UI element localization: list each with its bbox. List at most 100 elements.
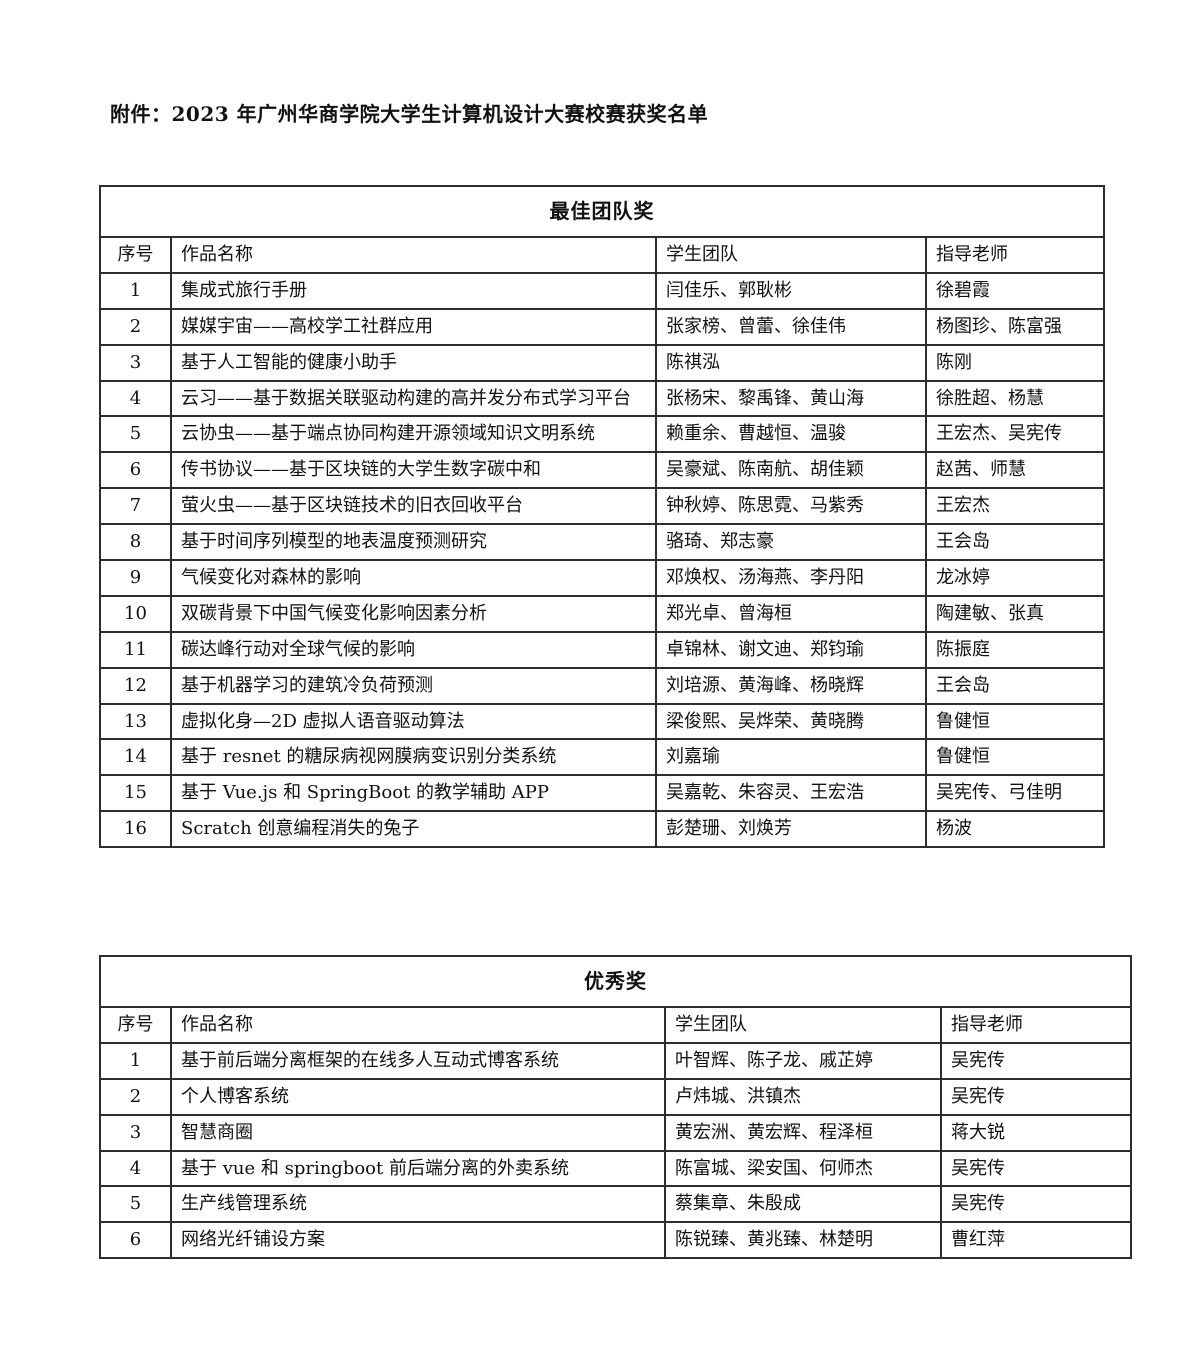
best-team-award-table: 最佳团队奖 序号 作品名称 学生团队 指导老师 1 集成式旅行手册 闫佳乐、郭耿彬 徐碧霞 2 媒媒… (99, 185, 1105, 849)
cell-work-title: 基于 resnet 的糖尿病视网膜病变识别分类系统 (170, 738, 657, 777)
cell-index: 4 (99, 1149, 172, 1188)
cell-index: 11 (99, 630, 172, 669)
cell-student-team: 闫佳乐、郭耿彬 (655, 271, 927, 310)
cell-work-title: 云习——基于数据关联驱动构建的高并发分布式学习平台 (170, 379, 657, 418)
cell-student-team: 黄宏洲、黄宏辉、程泽桓 (664, 1113, 942, 1152)
cell-index: 10 (99, 594, 172, 633)
cell-advisor: 吴宪传 (940, 1149, 1132, 1188)
table-row: 9 气候变化对森林的影响 邓焕权、汤海燕、李丹阳 龙冰婷 (99, 559, 1105, 597)
cell-advisor: 陶建敏、张真 (925, 594, 1105, 633)
cell-work-title: 基于机器学习的建筑冷负荷预测 (170, 666, 657, 705)
cell-index: 4 (99, 379, 172, 418)
table-row: 3 智慧商圈 黄宏洲、黄宏辉、程泽桓 蒋大锐 (99, 1113, 1132, 1152)
cell-index: 1 (99, 1041, 172, 1080)
document-title: 附件：2023 年广州华商学院大学生计算机设计大赛校赛获奖名单 (110, 102, 709, 126)
table-row: 1 集成式旅行手册 闫佳乐、郭耿彬 徐碧霞 (99, 271, 1105, 310)
cell-student-team: 陈锐臻、黄兆臻、林楚明 (664, 1221, 942, 1260)
column-header: 序号 (99, 1006, 172, 1044)
cell-work-title: 基于前后端分离框架的在线多人互动式博客系统 (170, 1041, 666, 1080)
cell-work-title: 基于人工智能的健康小助手 (170, 343, 657, 382)
column-header: 学生团队 (655, 236, 927, 274)
table-row: 5 云协虫——基于端点协同构建开源领域知识文明系统 赖重余、曹越恒、温骏 王宏杰、吴宪… (99, 415, 1105, 454)
cell-index: 6 (99, 451, 172, 490)
column-header: 作品名称 (170, 236, 657, 274)
cell-student-team: 蔡集章、朱殷成 (664, 1185, 942, 1224)
table-row: 5 生产线管理系统 蔡集章、朱殷成 吴宪传 (99, 1185, 1132, 1224)
cell-advisor: 吴宪传 (940, 1041, 1132, 1080)
cell-index: 13 (99, 702, 172, 741)
cell-work-title: 基于 vue 和 springboot 前后端分离的外卖系统 (170, 1149, 666, 1188)
cell-index: 7 (99, 487, 172, 526)
cell-advisor: 吴宪传 (940, 1185, 1132, 1224)
table-title-row: 最佳团队奖 (99, 185, 1105, 238)
cell-student-team: 张家榜、曾蕾、徐佳伟 (655, 307, 927, 346)
table-row: 6 网络光纤铺设方案 陈锐臻、黄兆臻、林楚明 曹红萍 (99, 1221, 1132, 1260)
cell-advisor: 曹红萍 (940, 1221, 1132, 1260)
cell-work-title: 媒媒宇宙——高校学工社群应用 (170, 307, 657, 346)
cell-advisor: 徐碧霞 (925, 271, 1105, 310)
table-row: 10 双碳背景下中国气候变化影响因素分析 郑光卓、曾海桓 陶建敏、张真 (99, 594, 1105, 633)
cell-work-title: 集成式旅行手册 (170, 271, 657, 310)
cell-work-title: 双碳背景下中国气候变化影响因素分析 (170, 594, 657, 633)
cell-advisor: 杨图珍、陈富强 (925, 307, 1105, 346)
cell-index: 6 (99, 1221, 172, 1260)
cell-work-title: 气候变化对森林的影响 (170, 559, 657, 597)
cell-work-title: 智慧商圈 (170, 1113, 666, 1152)
table-row: 2 个人博客系统 卢炜城、洪镇杰 吴宪传 (99, 1077, 1132, 1116)
cell-student-team: 骆琦、郑志豪 (655, 523, 927, 562)
column-header: 序号 (99, 236, 172, 274)
cell-student-team: 张杨宋、黎禹锋、黄山海 (655, 379, 927, 418)
cell-index: 1 (99, 271, 172, 310)
cell-index: 8 (99, 523, 172, 562)
column-header: 作品名称 (170, 1006, 666, 1044)
cell-index: 5 (99, 415, 172, 454)
cell-index: 14 (99, 738, 172, 777)
cell-work-title: Scratch 创意编程消失的兔子 (170, 810, 657, 849)
cell-student-team: 陈富城、梁安国、何师杰 (664, 1149, 942, 1188)
cell-advisor: 王会岛 (925, 523, 1105, 562)
cell-advisor: 赵茜、师慧 (925, 451, 1105, 490)
table-row: 11 碳达峰行动对全球气候的影响 卓锦林、谢文迪、郑钧瑜 陈振庭 (99, 630, 1105, 669)
table-row: 4 基于 vue 和 springboot 前后端分离的外卖系统 陈富城、梁安国、何… (99, 1149, 1132, 1188)
cell-advisor: 鲁健恒 (925, 702, 1105, 741)
cell-work-title: 生产线管理系统 (170, 1185, 666, 1224)
table-row: 15 基于 Vue.js 和 SpringBoot 的教学辅助 APP 吴嘉乾、朱容… (99, 774, 1105, 813)
cell-advisor: 吴宪传、弓佳明 (925, 774, 1105, 813)
cell-advisor: 杨波 (925, 810, 1105, 849)
table-row: 4 云习——基于数据关联驱动构建的高并发分布式学习平台 张杨宋、黎禹锋、黄山海 徐胜超… (99, 379, 1105, 418)
excellence-award-table: 优秀奖 序号 作品名称 学生团队 指导老师 1 基于前后端分离框架的在线多人互动式博客系统叶… (99, 955, 1132, 1260)
table-title-row: 优秀奖 (99, 955, 1132, 1008)
column-header: 指导老师 (940, 1006, 1132, 1044)
cell-student-team: 刘培源、黄海峰、杨晓辉 (655, 666, 927, 705)
cell-student-team: 钟秋婷、陈思霓、马紫秀 (655, 487, 927, 526)
table-row: 8 基于时间序列模型的地表温度预测研究 骆琦、郑志豪 王会岛 (99, 523, 1105, 562)
excellence-award-section: 优秀奖 序号 作品名称 学生团队 指导老师 1 基于前后端分离框架的在线多人互动式博客系统叶… (99, 955, 1132, 1260)
cell-student-team: 刘嘉瑜 (655, 738, 927, 777)
cell-work-title: 个人博客系统 (170, 1077, 666, 1116)
header-row: 序号 作品名称 学生团队 指导老师 (99, 1006, 1132, 1044)
cell-work-title: 基于 Vue.js 和 SpringBoot 的教学辅助 APP (170, 774, 657, 813)
cell-index: 3 (99, 1113, 172, 1152)
cell-work-title: 云协虫——基于端点协同构建开源领域知识文明系统 (170, 415, 657, 454)
cell-index: 16 (99, 810, 172, 849)
cell-student-team: 吴豪斌、陈南航、胡佳颖 (655, 451, 927, 490)
cell-student-team: 叶智辉、陈子龙、戚芷婷 (664, 1041, 942, 1080)
table-row: 7 萤火虫——基于区块链技术的旧衣回收平台 钟秋婷、陈思霓、马紫秀 王宏杰 (99, 487, 1105, 526)
cell-advisor: 陈刚 (925, 343, 1105, 382)
cell-work-title: 传书协议——基于区块链的大学生数字碳中和 (170, 451, 657, 490)
table-row: 3 基于人工智能的健康小助手 陈祺泓 陈刚 (99, 343, 1105, 382)
table-row: 12 基于机器学习的建筑冷负荷预测 刘培源、黄海峰、杨晓辉 王会岛 (99, 666, 1105, 705)
cell-work-title: 基于时间序列模型的地表温度预测研究 (170, 523, 657, 562)
cell-index: 3 (99, 343, 172, 382)
cell-student-team: 彭楚珊、刘焕芳 (655, 810, 927, 849)
table-row: 14 基于 resnet 的糖尿病视网膜病变识别分类系统 刘嘉瑜 鲁健恒 (99, 738, 1105, 777)
cell-advisor: 吴宪传 (940, 1077, 1132, 1116)
table-title: 优秀奖 (99, 955, 1132, 1008)
cell-advisor: 龙冰婷 (925, 559, 1105, 597)
cell-work-title: 网络光纤铺设方案 (170, 1221, 666, 1260)
table-row: 13 虚拟化身—2D 虚拟人语音驱动算法 梁俊熙、吴烨荣、黄晓腾 鲁健恒 (99, 702, 1105, 741)
cell-student-team: 卢炜城、洪镇杰 (664, 1077, 942, 1116)
best-team-award-section: 最佳团队奖 序号 作品名称 学生团队 指导老师 1 集成式旅行手册 闫佳乐、郭耿彬 徐碧霞 2 媒媒… (99, 185, 1105, 849)
cell-advisor: 蒋大锐 (940, 1113, 1132, 1152)
column-header: 学生团队 (664, 1006, 942, 1044)
